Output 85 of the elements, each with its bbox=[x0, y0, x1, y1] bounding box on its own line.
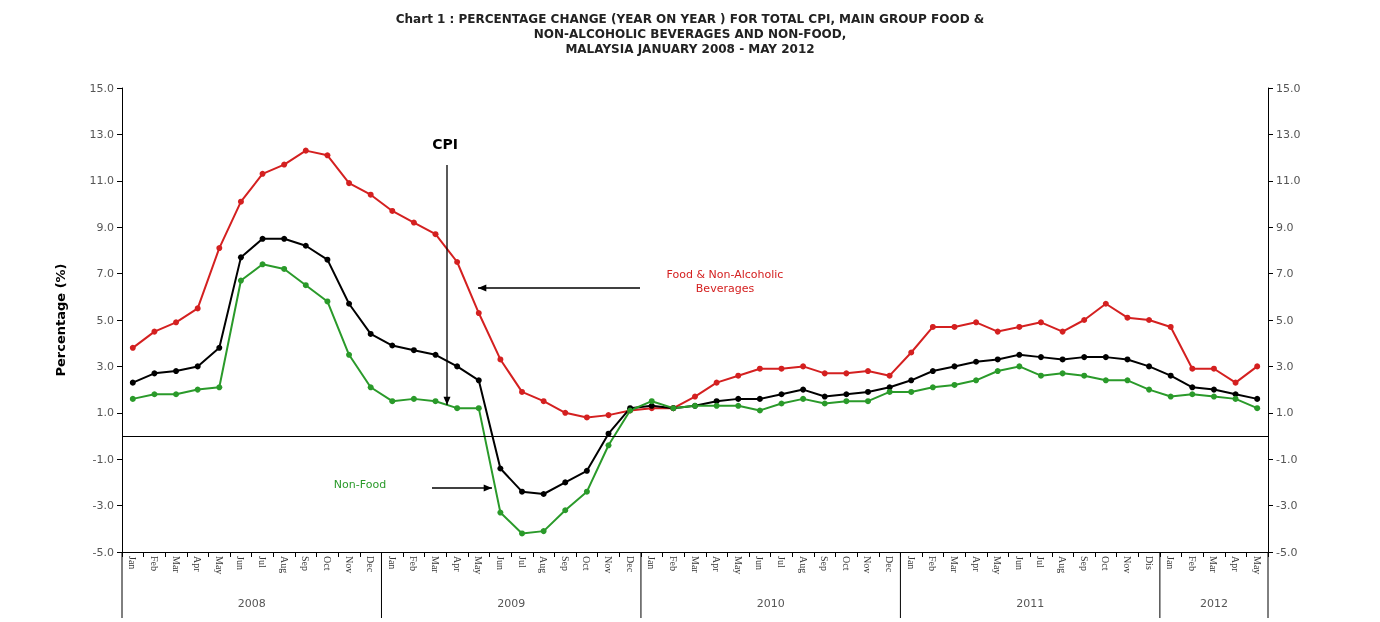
y2-tick-label: 13.0 bbox=[1276, 127, 1301, 141]
text: Food & Non-Alcoholic Beverages bbox=[665, 268, 785, 296]
y2-tick-label: -1.0 bbox=[1276, 452, 1298, 466]
x-tick-label: May bbox=[473, 556, 485, 575]
x-tick-label: Sep bbox=[300, 556, 312, 571]
x-tick-label: Dec bbox=[624, 556, 636, 573]
x-tick-label: Feb bbox=[1186, 556, 1198, 571]
text: 2012 bbox=[1199, 597, 1228, 610]
x-tick-label: Jan bbox=[127, 556, 139, 570]
text: Non-Food bbox=[332, 478, 388, 492]
y2-tick-label: 5.0 bbox=[1276, 313, 1294, 327]
x-tick-label: Apr bbox=[970, 556, 982, 573]
x-tick-label: Jan bbox=[646, 556, 658, 570]
y2-tick-label: 1.0 bbox=[1276, 406, 1294, 420]
y2-tick-label: -3.0 bbox=[1276, 499, 1298, 513]
x-tick-label: Feb bbox=[408, 556, 420, 571]
x-tick-label: Jan bbox=[386, 556, 398, 570]
x-tick-label: Sep bbox=[1078, 556, 1090, 571]
x-tick-label: May bbox=[732, 556, 744, 575]
y-tick-label: 3.0 bbox=[96, 359, 114, 373]
y-tick-label: 7.0 bbox=[96, 267, 114, 281]
y-axis-title: Percentage (%) bbox=[53, 263, 68, 377]
x-tick-label: May bbox=[1251, 556, 1263, 575]
text: 2010 bbox=[756, 597, 785, 610]
y2-tick-label: 3.0 bbox=[1276, 359, 1294, 373]
x-tick-label: Nov bbox=[603, 556, 615, 574]
x-tick-label: Feb bbox=[667, 556, 679, 571]
x-tick-label: Apr bbox=[451, 556, 463, 573]
y2-tick-label: 7.0 bbox=[1276, 267, 1294, 281]
x-tick-label: Sep bbox=[819, 556, 831, 571]
y2-tick-label: 15.0 bbox=[1276, 81, 1301, 95]
y-tick-label: 9.0 bbox=[96, 220, 114, 234]
x-tick-label: Dec bbox=[365, 556, 377, 573]
x-tick-label: Jul bbox=[1035, 556, 1047, 568]
y-tick-label: 1.0 bbox=[96, 406, 114, 420]
y2-tick-label: -5.0 bbox=[1276, 545, 1298, 559]
x-tick-label: Dis bbox=[1143, 556, 1155, 570]
text: 2009 bbox=[497, 597, 526, 610]
x-tick-label: Apr bbox=[1230, 556, 1242, 573]
x-tick-label: Jan bbox=[1165, 556, 1177, 570]
y2-tick-label: 11.0 bbox=[1276, 174, 1301, 188]
x-tick-label: Mar bbox=[430, 556, 442, 574]
x-tick-label: Feb bbox=[927, 556, 939, 571]
x-tick-label: Aug bbox=[278, 556, 290, 574]
x-tick-label: Jul bbox=[257, 556, 269, 568]
y-tick-label: 5.0 bbox=[96, 313, 114, 327]
x-tick-label: Nov bbox=[343, 556, 355, 574]
x-tick-label: Aug bbox=[1057, 556, 1069, 574]
x-tick-label: Mar bbox=[689, 556, 701, 574]
x-tick-label: Oct bbox=[1100, 556, 1112, 571]
y-tick-label: -5.0 bbox=[92, 545, 114, 559]
y-tick-label: 11.0 bbox=[89, 174, 114, 188]
x-tick-label: Oct bbox=[840, 556, 852, 571]
y-tick-label: -3.0 bbox=[92, 499, 114, 513]
y-tick-label: 13.0 bbox=[89, 127, 114, 141]
x-tick-label: Oct bbox=[581, 556, 593, 571]
x-tick-label: Apr bbox=[192, 556, 204, 573]
x-tick-label: Dec bbox=[884, 556, 896, 573]
chart-title: Chart 1 : PERCENTAGE CHANGE (YEAR ON YEAR ) FOR TOTAL CPI, MAIN GROUP FOOD & NON-ALCOHOLIC BEVERAGES AND NON-FOOD, MALAYSIA JANUARY 2008 - MAY 2012 bbox=[395, 11, 985, 56]
x-tick-label: May bbox=[992, 556, 1004, 575]
text: 2011 bbox=[1016, 597, 1045, 610]
x-tick-label: Nov bbox=[1121, 556, 1133, 574]
x-tick-label: May bbox=[213, 556, 225, 575]
x-tick-label: Jun bbox=[754, 556, 766, 570]
text: 2008 bbox=[237, 597, 266, 610]
x-tick-label: Jun bbox=[235, 556, 247, 570]
x-tick-label: Jun bbox=[1013, 556, 1025, 570]
x-tick-label: Aug bbox=[538, 556, 550, 574]
y-tick-label: 15.0 bbox=[89, 81, 114, 95]
x-tick-label: Mar bbox=[1208, 556, 1220, 574]
x-tick-label: Jan bbox=[905, 556, 917, 570]
x-tick-label: Mar bbox=[948, 556, 960, 574]
y-tick-label: -1.0 bbox=[92, 452, 114, 466]
x-tick-label: Jun bbox=[494, 556, 506, 570]
x-tick-label: Sep bbox=[559, 556, 571, 571]
x-tick-label: Feb bbox=[148, 556, 160, 571]
x-tick-label: Jul bbox=[516, 556, 528, 568]
x-tick-label: Nov bbox=[862, 556, 874, 574]
y2-tick-label: 9.0 bbox=[1276, 220, 1294, 234]
x-tick-label: Jul bbox=[775, 556, 787, 568]
x-tick-label: Aug bbox=[797, 556, 809, 574]
x-tick-label: Apr bbox=[711, 556, 723, 573]
x-tick-label: Mar bbox=[170, 556, 182, 574]
x-tick-label: Oct bbox=[321, 556, 333, 571]
text: CPI bbox=[431, 136, 459, 152]
